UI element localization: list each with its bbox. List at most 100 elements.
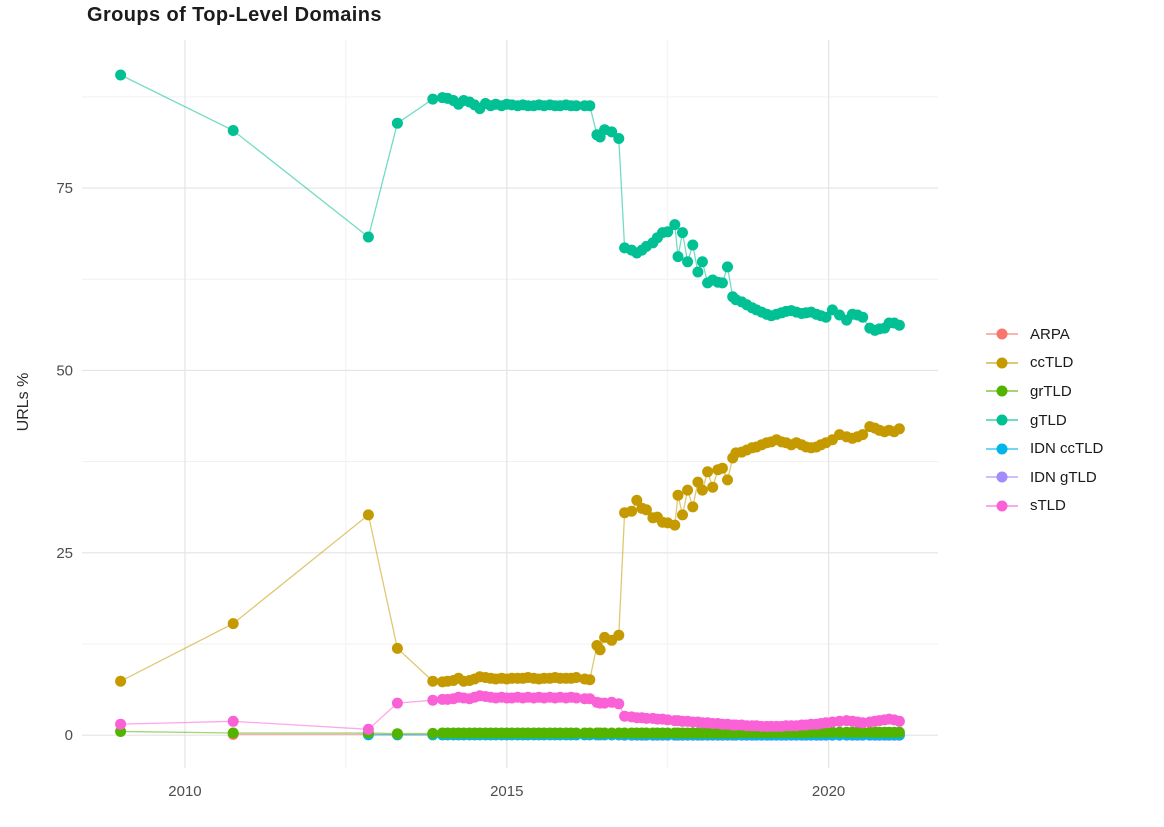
grid-minor [82, 40, 938, 768]
data-point [115, 69, 127, 81]
legend-key-icon [986, 414, 1018, 427]
legend-item-label: gTLD [1030, 411, 1067, 429]
data-point [707, 481, 719, 493]
legend-item-stld: sTLD [986, 492, 1103, 521]
legend-item-arpa: ARPA [986, 320, 1103, 349]
series-points-stld [115, 690, 905, 735]
grid-major [82, 40, 938, 768]
data-point [640, 504, 652, 516]
legend: ARPA ccTLD grTLD gTLD IDN ccTLD IDN gTLD sTLD [986, 320, 1103, 520]
series-stld [115, 690, 905, 735]
data-point [716, 462, 728, 474]
data-point [687, 501, 699, 513]
data-point [613, 698, 625, 710]
data-point [391, 117, 403, 129]
data-point [682, 256, 694, 268]
series-gtld [115, 69, 905, 336]
data-point [893, 423, 905, 435]
data-point [696, 256, 708, 268]
y-tick-label: 75 [56, 180, 73, 197]
data-point [613, 629, 625, 641]
data-point [692, 476, 704, 488]
data-point [391, 642, 403, 654]
data-point [570, 727, 582, 739]
data-point [893, 715, 905, 727]
series-cctld [115, 421, 905, 688]
chart-title: Groups of Top-Level Domains [87, 4, 382, 26]
data-point [716, 277, 728, 289]
data-point [696, 484, 708, 496]
legend-item-idn-gtld: IDN gTLD [986, 463, 1103, 492]
data-point [893, 319, 905, 331]
data-point [669, 219, 681, 231]
legend-item-label: IDN ccTLD [1030, 440, 1104, 458]
data-point [115, 718, 127, 730]
data-point [606, 126, 618, 138]
data-point [677, 227, 688, 239]
data-point [570, 100, 582, 112]
data-point [570, 692, 582, 704]
axis-tick-labels: 0 25 50 75 2010 2015 2020 [56, 180, 845, 800]
data-point [115, 675, 127, 687]
data-point [631, 494, 643, 506]
y-tick-label: 25 [56, 545, 73, 562]
legend-key-icon [986, 328, 1018, 341]
data-point [672, 251, 684, 263]
data-point [626, 505, 638, 517]
data-point [669, 519, 681, 531]
data-point [722, 261, 733, 273]
data-point [427, 727, 439, 739]
x-tick-label: 2015 [490, 783, 523, 800]
data-point [702, 466, 714, 478]
legend-key-icon [986, 442, 1018, 455]
data-point [362, 723, 374, 735]
legend-key-icon [986, 471, 1018, 484]
data-point [227, 715, 239, 727]
legend-item-label: sTLD [1030, 497, 1066, 515]
legend-key-icon [986, 385, 1018, 398]
legend-item-grtld: grTLD [986, 377, 1103, 406]
data-point [362, 231, 374, 243]
legend-key-icon [986, 356, 1018, 369]
data-point [362, 509, 374, 521]
legend-item-label: grTLD [1030, 382, 1072, 400]
x-tick-label: 2020 [812, 783, 845, 800]
data-point [662, 226, 674, 238]
data-point [820, 311, 832, 323]
data-point [893, 726, 905, 738]
data-point [570, 672, 582, 683]
legend-item-label: ccTLD [1030, 354, 1074, 372]
data-point [391, 728, 403, 740]
data-point [391, 697, 403, 709]
data-point [687, 239, 699, 251]
legend-item-gtld: gTLD [986, 406, 1103, 435]
data-point [613, 133, 625, 144]
data-point [677, 509, 688, 521]
data-point [857, 429, 869, 441]
data-point [594, 644, 606, 656]
y-tick-label: 50 [56, 362, 73, 379]
data-point [682, 484, 694, 496]
legend-key-icon [986, 499, 1018, 512]
legend-item-idn-cctld: IDN ccTLD [986, 434, 1103, 463]
series-points-gtld [115, 69, 905, 336]
legend-item-cctld: ccTLD [986, 349, 1103, 378]
data-point [427, 694, 439, 706]
data-point [227, 618, 239, 630]
data-point [227, 727, 239, 739]
data-point [722, 474, 733, 486]
data-point [857, 311, 869, 323]
data-point [427, 93, 439, 105]
x-tick-label: 2010 [168, 783, 201, 800]
legend-item-label: ARPA [1030, 325, 1070, 343]
y-tick-label: 0 [65, 727, 73, 744]
data-point [227, 125, 239, 136]
data-point [672, 489, 684, 501]
data-point [584, 100, 596, 112]
series-points-cctld [115, 421, 905, 688]
legend-item-label: IDN gTLD [1030, 468, 1097, 486]
data-point [692, 266, 704, 278]
series-line-gtld [120, 74, 900, 331]
